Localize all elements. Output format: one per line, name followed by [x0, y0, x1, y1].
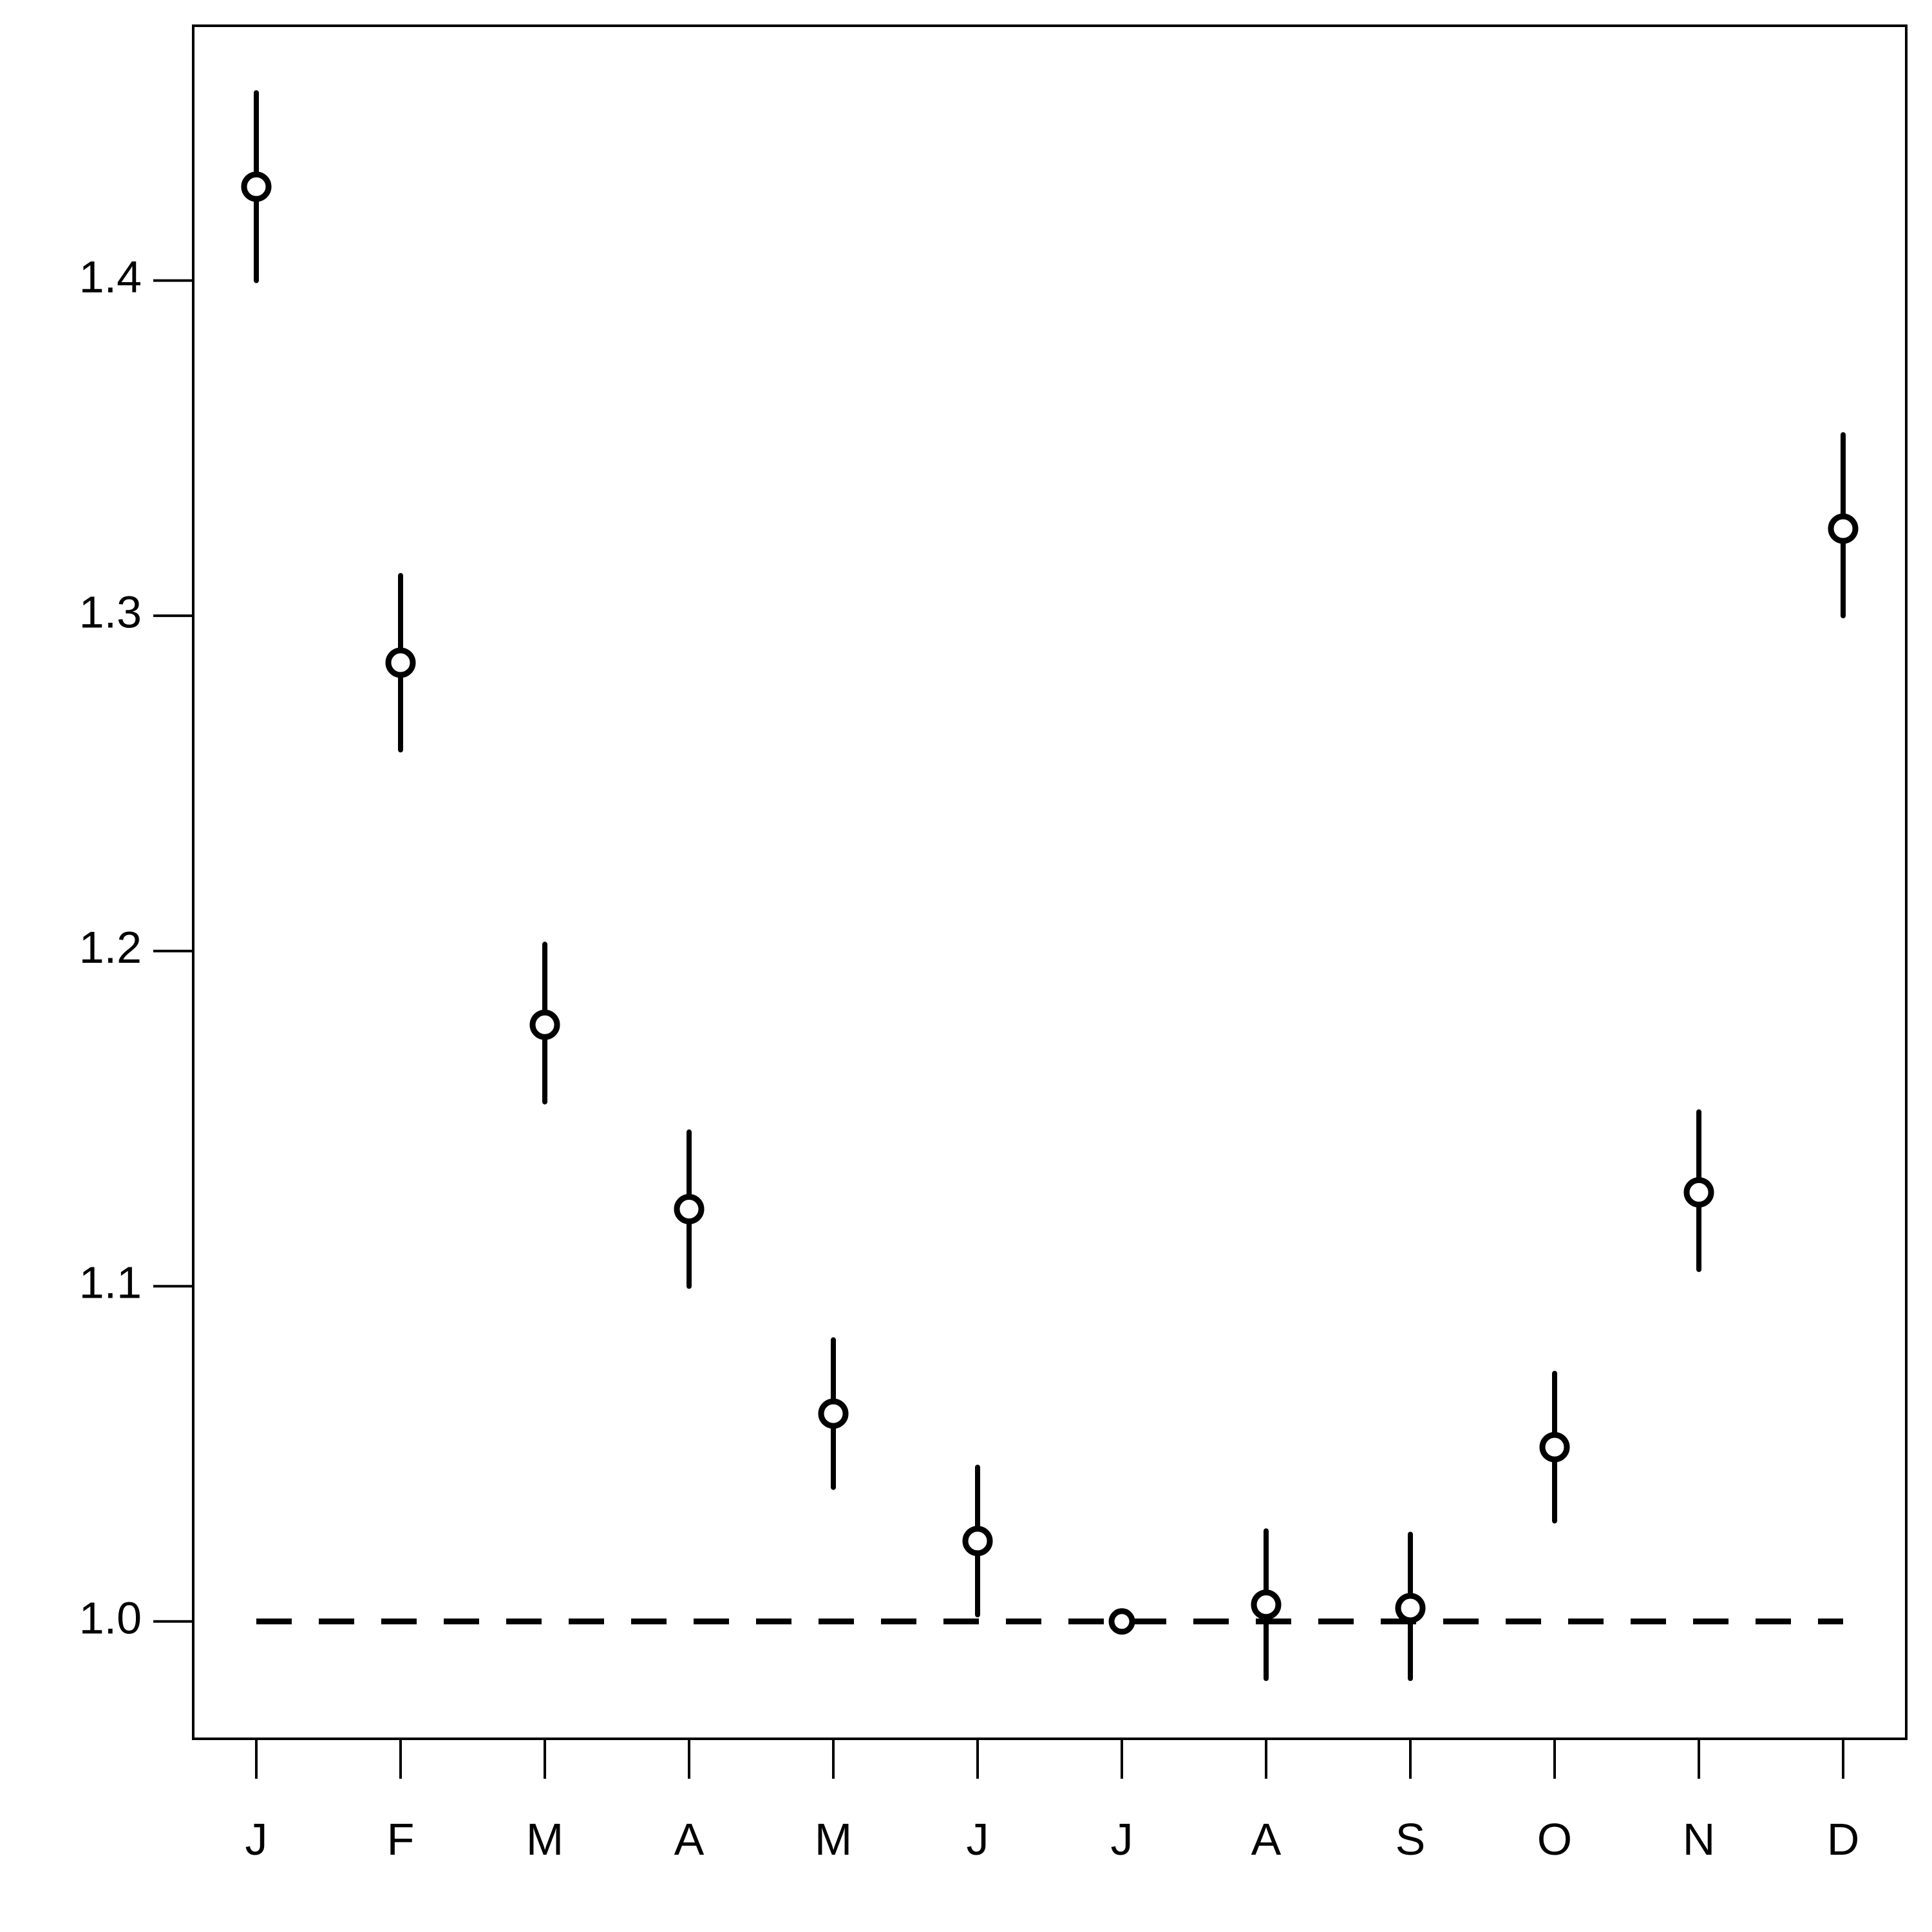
- y-tick-label: 1.0: [79, 1593, 142, 1643]
- data-point: [1251, 1589, 1282, 1620]
- data-point: [1539, 1432, 1570, 1463]
- data-point: [1683, 1177, 1714, 1208]
- y-tick-label: 1.3: [79, 587, 142, 638]
- x-tick-label: J: [967, 1814, 989, 1864]
- data-point: [529, 1009, 560, 1040]
- x-tick-label: O: [1537, 1814, 1572, 1864]
- x-tick-label: S: [1396, 1814, 1426, 1864]
- y-tick-label: 1.2: [79, 922, 142, 972]
- data-point: [1828, 513, 1859, 544]
- data-point: [241, 171, 272, 202]
- data-point: [962, 1526, 993, 1557]
- y-tick-label: 1.1: [79, 1258, 142, 1308]
- data-point: [1108, 1608, 1135, 1635]
- x-tick-label: M: [526, 1814, 564, 1864]
- x-tick-label: M: [815, 1814, 852, 1864]
- x-tick-label: A: [1251, 1814, 1282, 1864]
- data-point: [818, 1398, 849, 1429]
- x-tick-label: D: [1827, 1814, 1860, 1864]
- data-point: [1395, 1593, 1426, 1624]
- y-tick-label: 1.4: [79, 252, 142, 302]
- data-point: [385, 647, 416, 678]
- data-point: [674, 1194, 705, 1225]
- x-tick-label: A: [674, 1814, 705, 1864]
- x-tick-label: F: [387, 1814, 415, 1864]
- y-axis: 1.0 1.1 1.2 1.3 1.4: [79, 252, 193, 1643]
- x-tick-label: N: [1683, 1814, 1716, 1864]
- x-tick-label: J: [245, 1814, 268, 1864]
- series-marks: [241, 90, 1859, 1681]
- plot-frame: [192, 24, 1908, 1740]
- x-tick-label: J: [1111, 1814, 1133, 1864]
